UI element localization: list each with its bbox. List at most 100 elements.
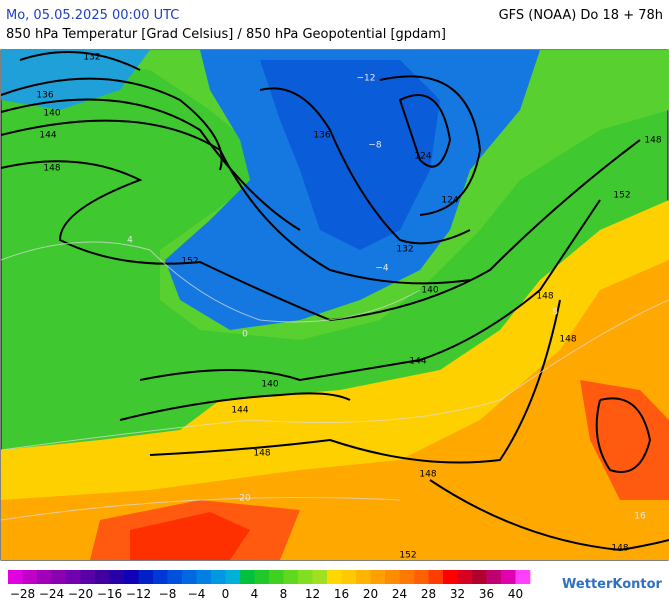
- colorbar-label: 24: [392, 587, 407, 600]
- colorbar-label: 4: [251, 587, 259, 600]
- contour-label: 140: [43, 109, 60, 119]
- colorbar-swatch: [385, 570, 400, 584]
- colorbar-label: 12: [305, 587, 320, 600]
- logo: WetterKontor: [562, 577, 663, 592]
- colorbar-swatch: [399, 570, 415, 584]
- isotherm-label: −12: [357, 74, 376, 84]
- contour: [398, 94, 452, 168]
- colorbar-label: 28: [421, 587, 436, 600]
- colorbar-swatch: [486, 570, 502, 584]
- colorbar-swatch: [95, 570, 110, 584]
- contour-label: 124: [414, 152, 431, 162]
- date-label: Mo, 05.05.2025 00:00 UTC: [6, 8, 179, 23]
- labels: 132 136 140 144 148 152 136 124 124 132 …: [36, 53, 661, 561]
- contour-label: 148: [559, 335, 576, 345]
- colorbar-swatch: [283, 570, 299, 584]
- isotherm-label: 8: [552, 308, 558, 318]
- colorbar-label: −24: [39, 587, 64, 600]
- contour-label: 144: [231, 406, 248, 416]
- contour: [149, 299, 561, 464]
- model-label: GFS (NOAA) Do 18 + 78h: [499, 8, 663, 23]
- contour-label: 152: [399, 551, 416, 561]
- map: 132 136 140 144 148 152 136 124 124 132 …: [0, 49, 669, 561]
- colorbar-swatch: [51, 570, 67, 584]
- colorbar-swatch: [225, 570, 241, 584]
- contour-label: 140: [421, 286, 438, 296]
- contour: [379, 75, 482, 216]
- contour: [139, 199, 601, 382]
- contour-label: 152: [181, 257, 198, 267]
- colorbar-swatch: [501, 570, 516, 584]
- colorbar-label: −4: [188, 587, 206, 600]
- contour-label: 148: [536, 292, 553, 302]
- colorbar-swatch: [80, 570, 96, 584]
- colorbar-swatch: [312, 570, 328, 584]
- contour-label: 136: [313, 131, 330, 141]
- colorbar-swatch: [167, 570, 183, 584]
- colorbar-swatch: [472, 570, 487, 584]
- contour-label: 148: [644, 136, 661, 146]
- hot-core: [130, 512, 250, 560]
- contour-label: 148: [419, 470, 436, 480]
- isotherm: [0, 241, 669, 521]
- contour: [19, 51, 141, 71]
- contour: [595, 397, 652, 473]
- colorbar-label: −28: [10, 587, 35, 600]
- contour: [259, 87, 471, 245]
- colorbar-label: −8: [159, 587, 177, 600]
- colorbar-label: −16: [97, 587, 122, 600]
- colorbar-swatch: [182, 570, 197, 584]
- colorbar-swatch: [254, 570, 270, 584]
- colorbar-swatch: [327, 570, 342, 584]
- contour: [429, 479, 669, 552]
- contour-label: 148: [43, 164, 60, 174]
- isotherm-label: −4: [375, 264, 389, 274]
- contour-label: 136: [36, 91, 53, 101]
- colorbar-swatch: [211, 570, 226, 584]
- contour: [0, 119, 471, 285]
- colorbar-swatch: [414, 570, 429, 584]
- contour: [0, 139, 641, 322]
- contour-label: 140: [261, 380, 278, 390]
- warm-zone-2: [1, 260, 669, 560]
- contour: [0, 77, 223, 171]
- colorbar-swatch: [443, 570, 458, 584]
- subtitle: 850 hPa Temperatur [Grad Celsius] / 850 …: [6, 27, 446, 42]
- colorbar-swatch: [37, 570, 52, 584]
- contour-label: 148: [253, 449, 270, 459]
- colorbar-label: 32: [450, 587, 465, 600]
- colorbar-swatch: [66, 570, 81, 584]
- contour: [0, 98, 301, 231]
- colorbar-swatch: [8, 570, 23, 584]
- colorbar-label: 0: [222, 587, 230, 600]
- colorbar-label: 20: [363, 587, 378, 600]
- colorbar-label: 8: [280, 587, 288, 600]
- hot-zone: [90, 380, 669, 560]
- contour-label: 148: [611, 544, 628, 554]
- isotherm-label: 0: [242, 330, 248, 340]
- contour-label: 144: [39, 131, 56, 141]
- colorbar-swatch: [457, 570, 473, 584]
- contour-label: 132: [83, 53, 100, 63]
- cold-core: [260, 60, 440, 250]
- colorbar-swatch: [138, 570, 154, 584]
- colorbar-swatch: [109, 570, 125, 584]
- isotherm-label: 20: [239, 494, 251, 504]
- colorbar-label: −20: [68, 587, 93, 600]
- contour-label: 124: [441, 196, 458, 206]
- colorbar-swatch: [341, 570, 357, 584]
- isotherm-label: 16: [634, 512, 646, 522]
- contour-label: 144: [409, 357, 426, 367]
- colorbar-swatch: [240, 570, 255, 584]
- colorbar-label: 40: [508, 587, 523, 600]
- colorbar-label: −12: [126, 587, 151, 600]
- isotherm-label: 4: [127, 236, 133, 246]
- colorbar-label: 16: [334, 587, 349, 600]
- colorbar-swatch: [153, 570, 168, 584]
- colorbar-swatch: [356, 570, 371, 584]
- colorbar-swatch: [124, 570, 139, 584]
- colorbar-label: 36: [479, 587, 494, 600]
- contour-label: 132: [396, 245, 413, 255]
